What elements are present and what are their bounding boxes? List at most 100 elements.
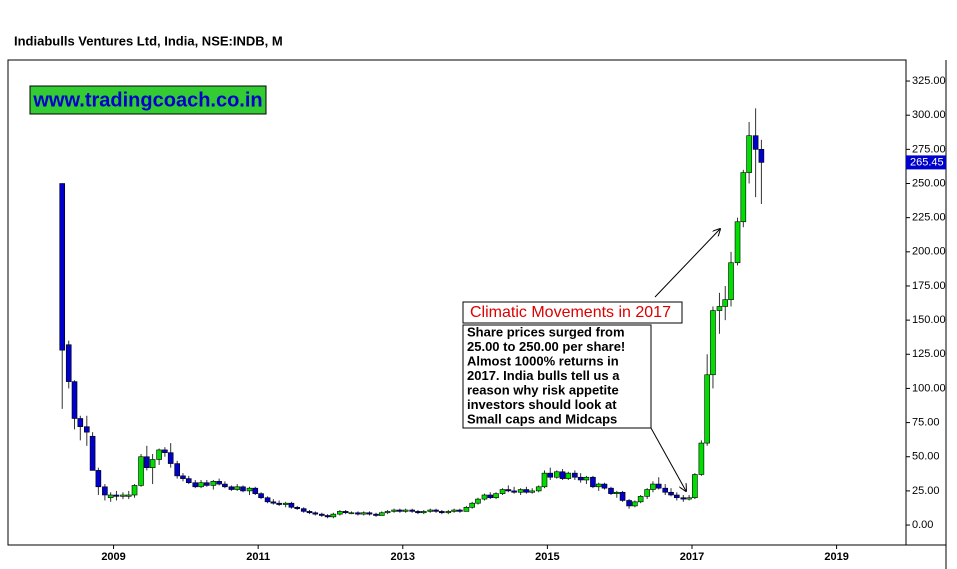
candle-body [384, 511, 391, 514]
candle-body [420, 511, 427, 514]
candle-body [65, 344, 72, 382]
y-tick-label: 50.00 [912, 451, 940, 463]
candle-body [373, 513, 379, 516]
candle-body [264, 497, 271, 503]
candle-body [360, 512, 367, 515]
callout-title: Climatic Movements in 2017 [470, 304, 671, 321]
candle-body [107, 494, 114, 499]
y-tick-label: 275.00 [912, 143, 946, 155]
arrow [654, 229, 720, 298]
candle-body [89, 435, 96, 471]
candle-body [698, 442, 705, 475]
candle-body [523, 489, 530, 493]
candle-body [342, 511, 349, 514]
candle-body [595, 483, 602, 488]
x-tick-label: 2011 [246, 551, 270, 563]
candle-body [601, 483, 608, 489]
candle-body [397, 509, 403, 512]
callout-line: 25.00 to 250.00 per share! [467, 339, 625, 354]
candle-body [162, 449, 168, 453]
candle-body [704, 374, 710, 444]
candle-body [668, 491, 674, 496]
candle-body [276, 502, 282, 505]
candle-body [282, 502, 289, 505]
candle-body [572, 472, 578, 478]
candle-body [120, 494, 126, 497]
candle-body [541, 472, 548, 488]
candle-body [84, 426, 90, 433]
x-tick-label: 2017 [680, 551, 704, 563]
candle-body [487, 494, 494, 499]
watermark: www.tradingcoach.co.in [32, 89, 262, 111]
callout-line: Almost 1000% returns in [467, 353, 619, 368]
candle-body [318, 513, 325, 516]
arrow [650, 427, 686, 491]
candle-body [716, 306, 723, 311]
candle-body [547, 472, 554, 478]
candle-body [71, 381, 78, 419]
candle-body [565, 472, 572, 479]
candle-body [608, 487, 614, 494]
candle-body [637, 496, 644, 503]
candle-body [185, 478, 192, 484]
y-tick-label: 100.00 [912, 382, 946, 394]
y-tick-label: 225.00 [912, 212, 946, 224]
candle-body [662, 487, 669, 493]
candle-body [131, 485, 138, 496]
candle-body [167, 452, 174, 464]
callout-line: reason why risk appetite [467, 382, 619, 397]
candle-body [77, 418, 84, 427]
candle-body [590, 476, 596, 488]
candle-body [655, 483, 662, 489]
candle-body [216, 481, 222, 485]
candle-body [427, 509, 434, 512]
candle-body [577, 476, 584, 481]
callout-line: 2017. India bulls tell us a [467, 368, 620, 383]
candle-body [337, 511, 343, 515]
candle-body [740, 172, 747, 223]
candle-body [409, 509, 415, 512]
candle-body [457, 509, 463, 512]
candle-body [499, 489, 506, 494]
candle-body [746, 135, 752, 173]
y-tick-label: 175.00 [912, 280, 946, 292]
candle-body [228, 486, 235, 490]
candle-body [433, 509, 439, 512]
candle-body [481, 494, 488, 500]
last-price-label: 265.45 [910, 156, 944, 168]
candle-body [613, 491, 620, 494]
candle-body [463, 506, 470, 512]
candle-body [758, 149, 765, 163]
candle-body [632, 501, 638, 507]
candle-body [59, 183, 66, 351]
candle-body [722, 299, 729, 307]
candle-body [517, 489, 524, 493]
candle-body [270, 501, 277, 504]
y-tick-label: 200.00 [912, 246, 946, 258]
callout-line: Small caps and Midcaps [467, 411, 617, 426]
candle-body [252, 487, 259, 494]
candle-body [258, 493, 264, 499]
candle-body [692, 474, 698, 499]
candle-body [752, 135, 759, 150]
candle-body [210, 481, 217, 486]
candle-body [294, 506, 301, 509]
candle-body [529, 490, 535, 493]
candle-body [113, 494, 120, 497]
candle-body [95, 470, 102, 488]
y-tick-label: 25.00 [912, 485, 940, 497]
candle-body [144, 456, 150, 468]
last-price-box [906, 155, 946, 170]
candle-body [439, 511, 445, 514]
x-tick-label: 2013 [391, 551, 415, 563]
candle-body [312, 512, 319, 515]
candle-body [324, 515, 331, 518]
candle-body [379, 512, 385, 516]
candle-body [192, 482, 199, 488]
candle-body [469, 502, 475, 508]
candle-body [222, 483, 228, 488]
candle-body [728, 262, 734, 300]
candle-body [355, 512, 361, 515]
